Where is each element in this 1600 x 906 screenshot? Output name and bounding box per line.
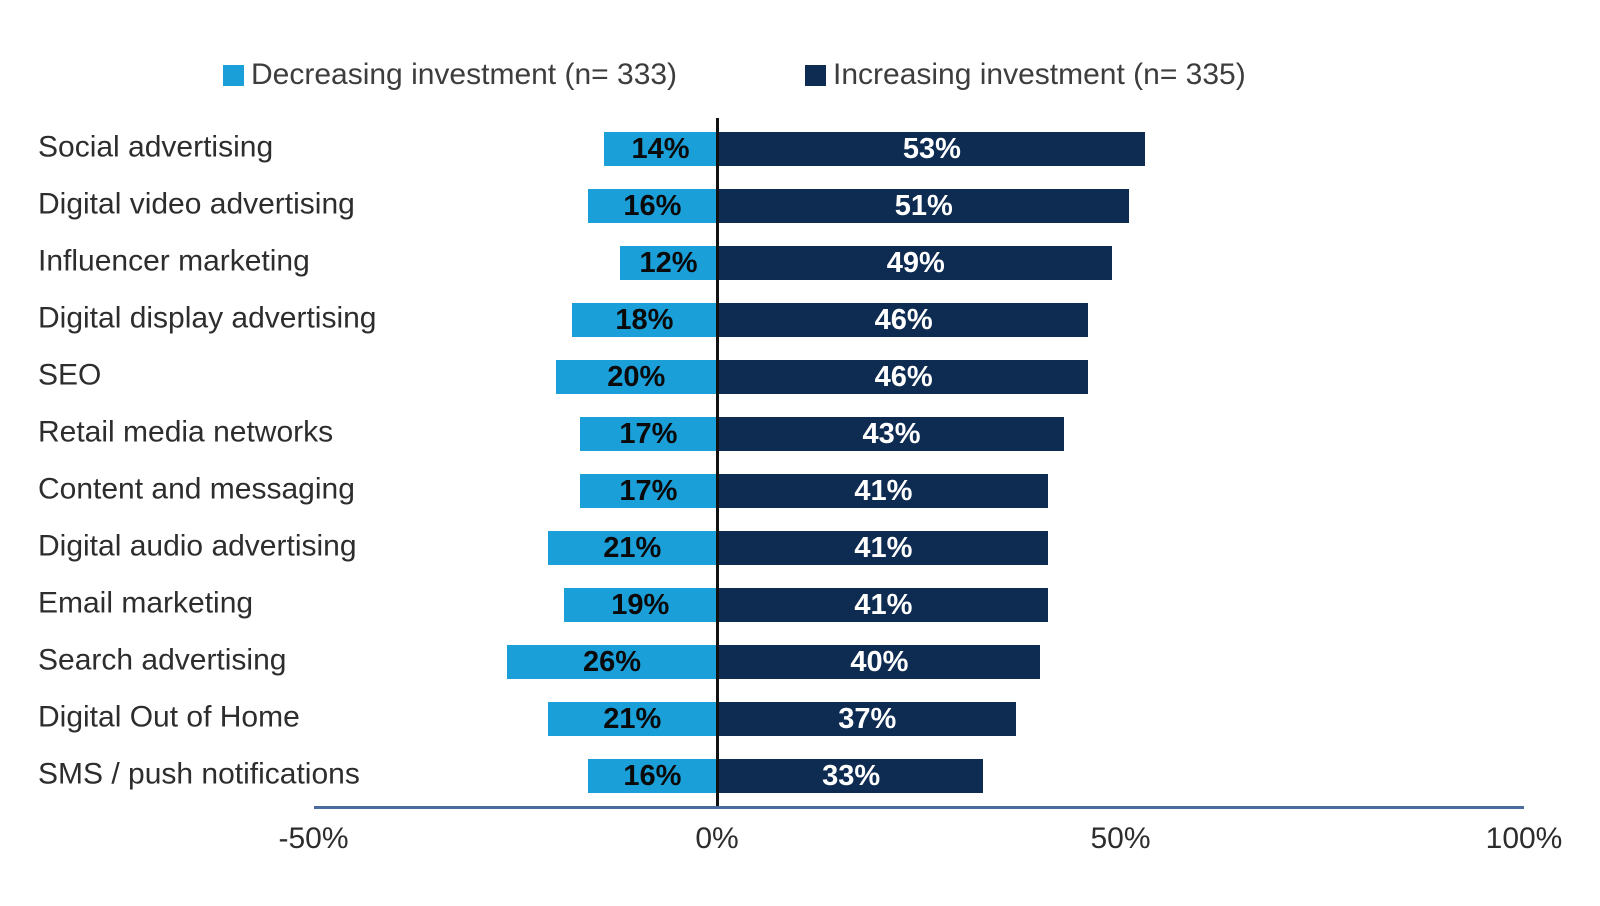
bar-value-label: 41% <box>854 474 913 507</box>
bar-value-label: 41% <box>854 588 913 621</box>
legend-swatch-increasing-icon <box>805 64 826 86</box>
bar-increasing: 43% <box>719 417 1064 451</box>
bar-value-label: 53% <box>902 132 961 165</box>
bar-value-label: 19% <box>611 588 670 621</box>
bar-value-label: 51% <box>894 189 953 222</box>
bar-value-label: 18% <box>615 303 674 336</box>
bar-value-label: 37% <box>838 702 897 735</box>
category-label: Digital display advertising <box>38 301 377 335</box>
legend-item-increasing: Increasing investment (n= 335) <box>805 55 1246 95</box>
category-label: Content and messaging <box>38 472 355 506</box>
category-label: Search advertising <box>38 643 287 677</box>
bar-increasing: 51% <box>719 189 1129 223</box>
bar-value-label: 26% <box>583 645 642 678</box>
bar-decreasing: 21% <box>547 702 717 736</box>
category-label: Influencer marketing <box>38 244 310 278</box>
bar-decreasing: 14% <box>604 132 717 166</box>
category-label: SEO <box>38 358 102 392</box>
bar-value-label: 41% <box>854 531 913 564</box>
legend-swatch-decreasing-icon <box>223 64 244 86</box>
zero-axis-line <box>716 118 719 806</box>
bar-value-label: 46% <box>874 303 933 336</box>
x-axis-tick-label: 100% <box>1485 822 1563 855</box>
category-label: Retail media networks <box>38 415 334 449</box>
category-label: Digital Out of Home <box>38 700 300 734</box>
x-axis-tick-label: 50% <box>1090 822 1151 855</box>
bar-increasing: 41% <box>719 588 1048 622</box>
legend-item-decreasing: Decreasing investment (n= 333) <box>223 55 677 95</box>
bar-decreasing: 12% <box>620 246 717 280</box>
bar-increasing: 40% <box>719 645 1040 679</box>
category-label: Digital video advertising <box>38 187 355 221</box>
bar-value-label: 21% <box>603 702 662 735</box>
bar-value-label: 17% <box>619 474 678 507</box>
bar-value-label: 17% <box>619 417 678 450</box>
bar-value-label: 20% <box>607 360 666 393</box>
category-label: Digital audio advertising <box>38 529 357 563</box>
bar-value-label: 46% <box>874 360 933 393</box>
bar-decreasing: 26% <box>507 645 717 679</box>
bar-increasing: 41% <box>719 474 1048 508</box>
bar-decreasing: 21% <box>547 531 717 565</box>
bar-decreasing: 16% <box>587 189 717 223</box>
legend-label-increasing: Increasing investment (n= 335) <box>833 58 1246 91</box>
bar-decreasing: 17% <box>579 417 717 451</box>
bar-value-label: 21% <box>603 531 662 564</box>
bar-increasing: 33% <box>719 759 984 793</box>
legend-label-decreasing: Decreasing investment (n= 333) <box>251 58 678 91</box>
bar-value-label: 12% <box>639 246 698 279</box>
x-axis-line <box>313 806 1524 809</box>
bar-value-label: 49% <box>886 246 945 279</box>
category-label: Social advertising <box>38 130 274 164</box>
bar-value-label: 43% <box>862 417 921 450</box>
bar-value-label: 14% <box>631 132 690 165</box>
bar-increasing: 46% <box>719 360 1089 394</box>
bar-increasing: 53% <box>719 132 1145 166</box>
bar-increasing: 49% <box>719 246 1113 280</box>
bar-increasing: 46% <box>719 303 1089 337</box>
bar-increasing: 41% <box>719 531 1048 565</box>
bar-decreasing: 19% <box>563 588 717 622</box>
bar-increasing: 37% <box>719 702 1016 736</box>
bar-value-label: 16% <box>623 189 682 222</box>
bar-decreasing: 18% <box>571 303 717 337</box>
x-axis-tick-label: 0% <box>695 822 739 855</box>
category-label: Email marketing <box>38 586 254 620</box>
bar-decreasing: 16% <box>587 759 717 793</box>
bar-decreasing: 17% <box>579 474 717 508</box>
x-axis-tick-label: -50% <box>278 822 349 855</box>
bar-value-label: 16% <box>623 759 682 792</box>
category-label: SMS / push notifications <box>38 757 360 791</box>
bar-value-label: 33% <box>822 759 881 792</box>
bar-decreasing: 20% <box>555 360 717 394</box>
bar-value-label: 40% <box>850 645 909 678</box>
